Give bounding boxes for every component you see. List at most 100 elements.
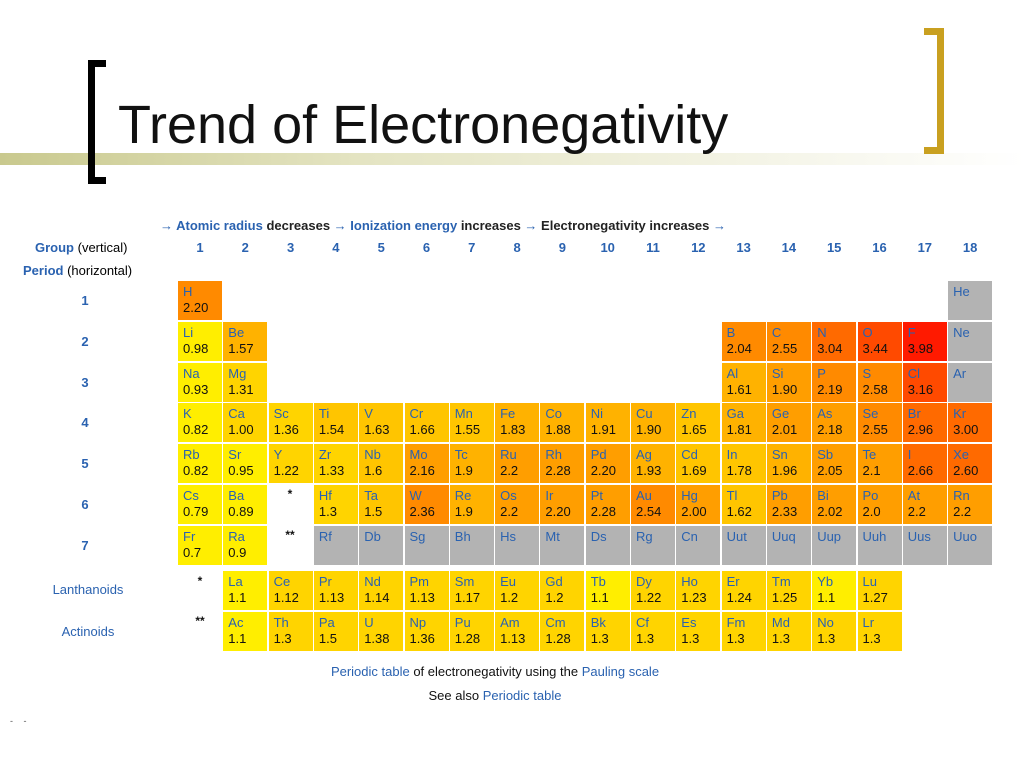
element-cell[interactable]: Eu 1.2 bbox=[495, 571, 540, 610]
element-cell[interactable]: Co 1.88 bbox=[540, 403, 585, 443]
element-symbol[interactable]: Eu bbox=[500, 574, 516, 589]
element-cell[interactable]: Bh bbox=[449, 525, 494, 565]
element-cell[interactable]: Rg bbox=[631, 525, 675, 565]
element-symbol[interactable]: Hg bbox=[681, 488, 698, 503]
element-symbol[interactable]: Ar bbox=[953, 365, 967, 381]
element-cell[interactable]: Cu 1.90 bbox=[631, 403, 675, 443]
element-symbol[interactable]: Sg bbox=[409, 528, 426, 544]
element-cell[interactable]: Mt bbox=[540, 525, 585, 565]
element-symbol[interactable]: Pd bbox=[590, 447, 607, 463]
see-also-periodic-table-link[interactable]: Periodic table bbox=[482, 688, 562, 703]
element-cell[interactable]: Fm 1.3 bbox=[721, 612, 766, 651]
element-cell[interactable]: Ac 1.1 bbox=[223, 612, 268, 651]
element-symbol[interactable]: Bk bbox=[590, 615, 606, 630]
element-cell[interactable]: Hs bbox=[495, 525, 540, 565]
element-cell[interactable]: H 2.20 bbox=[178, 281, 222, 320]
element-symbol[interactable]: Br bbox=[907, 406, 921, 422]
element-symbol[interactable]: Ti bbox=[318, 406, 330, 422]
element-symbol[interactable]: Sr bbox=[228, 447, 242, 463]
element-cell[interactable]: He bbox=[948, 281, 993, 320]
element-symbol[interactable]: Hs bbox=[500, 528, 516, 544]
element-cell[interactable]: W 2.36 bbox=[404, 485, 449, 524]
element-symbol[interactable]: Rh bbox=[545, 447, 563, 463]
element-symbol[interactable]: Cn bbox=[681, 528, 698, 544]
element-symbol[interactable]: Mg bbox=[228, 365, 247, 381]
element-symbol[interactable]: Si bbox=[771, 365, 784, 381]
element-symbol[interactable]: Rn bbox=[953, 488, 970, 503]
element-symbol[interactable]: La bbox=[228, 574, 243, 589]
element-symbol[interactable]: Ca bbox=[228, 406, 245, 422]
element-cell[interactable]: Bk 1.3 bbox=[585, 612, 630, 651]
element-cell[interactable]: Pb 2.33 bbox=[766, 485, 811, 524]
element-cell[interactable]: Pr 1.13 bbox=[313, 571, 358, 610]
element-symbol[interactable]: Ta bbox=[364, 488, 378, 503]
element-symbol[interactable]: Pu bbox=[454, 615, 471, 630]
element-symbol[interactable]: Pt bbox=[590, 488, 603, 503]
element-symbol[interactable]: Am bbox=[500, 615, 520, 630]
element-cell[interactable]: Ta 1.5 bbox=[359, 485, 404, 524]
element-cell[interactable]: Ce 1.12 bbox=[268, 571, 313, 610]
element-symbol[interactable]: Db bbox=[364, 528, 381, 544]
element-cell[interactable]: Uuo bbox=[948, 525, 993, 565]
element-cell[interactable]: Lr 1.3 bbox=[857, 612, 902, 651]
element-cell[interactable]: Li 0.98 bbox=[178, 321, 222, 361]
element-symbol[interactable]: Np bbox=[409, 615, 427, 630]
element-symbol[interactable]: Kr bbox=[953, 406, 967, 422]
element-cell[interactable]: No 1.3 bbox=[812, 612, 857, 651]
element-cell[interactable]: In 1.78 bbox=[721, 444, 766, 484]
element-cell[interactable]: Pm 1.13 bbox=[404, 571, 449, 610]
element-cell[interactable]: Ca 1.00 bbox=[223, 403, 268, 443]
element-cell[interactable]: Nb 1.6 bbox=[359, 444, 404, 484]
element-symbol[interactable]: Ag bbox=[636, 447, 652, 463]
element-symbol[interactable]: Po bbox=[862, 488, 879, 503]
element-symbol[interactable]: Sb bbox=[817, 447, 834, 463]
element-cell[interactable]: Tm 1.25 bbox=[766, 571, 811, 610]
element-symbol[interactable]: Pa bbox=[318, 615, 335, 630]
element-symbol[interactable]: C bbox=[771, 324, 782, 340]
element-cell[interactable]: Uus bbox=[902, 525, 947, 565]
element-cell[interactable]: Yb 1.1 bbox=[812, 571, 857, 610]
element-cell[interactable]: Tl 1.62 bbox=[721, 485, 766, 524]
element-symbol[interactable]: Tm bbox=[771, 574, 791, 589]
element-cell[interactable]: Rf bbox=[313, 525, 358, 565]
element-symbol[interactable]: N bbox=[817, 324, 827, 340]
element-cell[interactable]: Es 1.3 bbox=[676, 612, 721, 651]
element-symbol[interactable]: Bh bbox=[454, 528, 471, 544]
element-cell[interactable]: As 2.18 bbox=[812, 403, 857, 443]
element-cell[interactable]: Np 1.36 bbox=[404, 612, 449, 651]
element-cell[interactable]: Br 2.96 bbox=[902, 403, 947, 443]
element-symbol[interactable]: Mt bbox=[545, 528, 560, 544]
element-cell[interactable]: Ds bbox=[585, 525, 630, 565]
element-cell[interactable]: B 2.04 bbox=[721, 321, 766, 361]
element-cell[interactable]: Si 1.90 bbox=[766, 362, 811, 402]
element-symbol[interactable]: Ce bbox=[273, 574, 291, 589]
element-symbol[interactable]: Ni bbox=[590, 406, 603, 422]
element-symbol[interactable]: Re bbox=[454, 488, 472, 503]
element-cell[interactable]: K 0.82 bbox=[178, 403, 222, 443]
element-symbol[interactable]: Sc bbox=[273, 406, 289, 422]
element-cell[interactable]: Cf 1.3 bbox=[631, 612, 675, 651]
element-cell[interactable]: Pd 2.20 bbox=[585, 444, 630, 484]
element-cell[interactable]: Os 2.2 bbox=[495, 485, 540, 524]
element-symbol[interactable]: Se bbox=[862, 406, 879, 422]
element-cell[interactable]: Fr 0.7 bbox=[178, 525, 222, 565]
element-cell[interactable]: Cl 3.16 bbox=[902, 362, 947, 402]
element-symbol[interactable]: Tc bbox=[454, 447, 468, 463]
element-cell[interactable]: Er 1.24 bbox=[721, 571, 766, 610]
element-cell[interactable]: Cd 1.69 bbox=[676, 444, 721, 484]
element-cell[interactable]: Be 1.57 bbox=[223, 321, 268, 361]
element-cell[interactable]: Ag 1.93 bbox=[631, 444, 675, 484]
element-symbol[interactable]: K bbox=[183, 406, 192, 422]
element-symbol[interactable]: Cu bbox=[636, 406, 653, 422]
element-cell[interactable]: Y 1.22 bbox=[268, 444, 313, 484]
element-cell[interactable]: Uuq bbox=[766, 525, 811, 565]
element-symbol[interactable]: Dy bbox=[636, 574, 652, 589]
element-symbol[interactable]: Pm bbox=[409, 574, 430, 589]
element-cell[interactable]: Ru 2.2 bbox=[495, 444, 540, 484]
element-symbol[interactable]: Fe bbox=[500, 406, 516, 422]
element-symbol[interactable]: Nb bbox=[364, 447, 381, 463]
element-symbol[interactable]: Pr bbox=[318, 574, 332, 589]
element-cell[interactable]: Ne bbox=[948, 321, 993, 361]
element-symbol[interactable]: Th bbox=[273, 615, 289, 630]
element-symbol[interactable]: Tb bbox=[590, 574, 606, 589]
